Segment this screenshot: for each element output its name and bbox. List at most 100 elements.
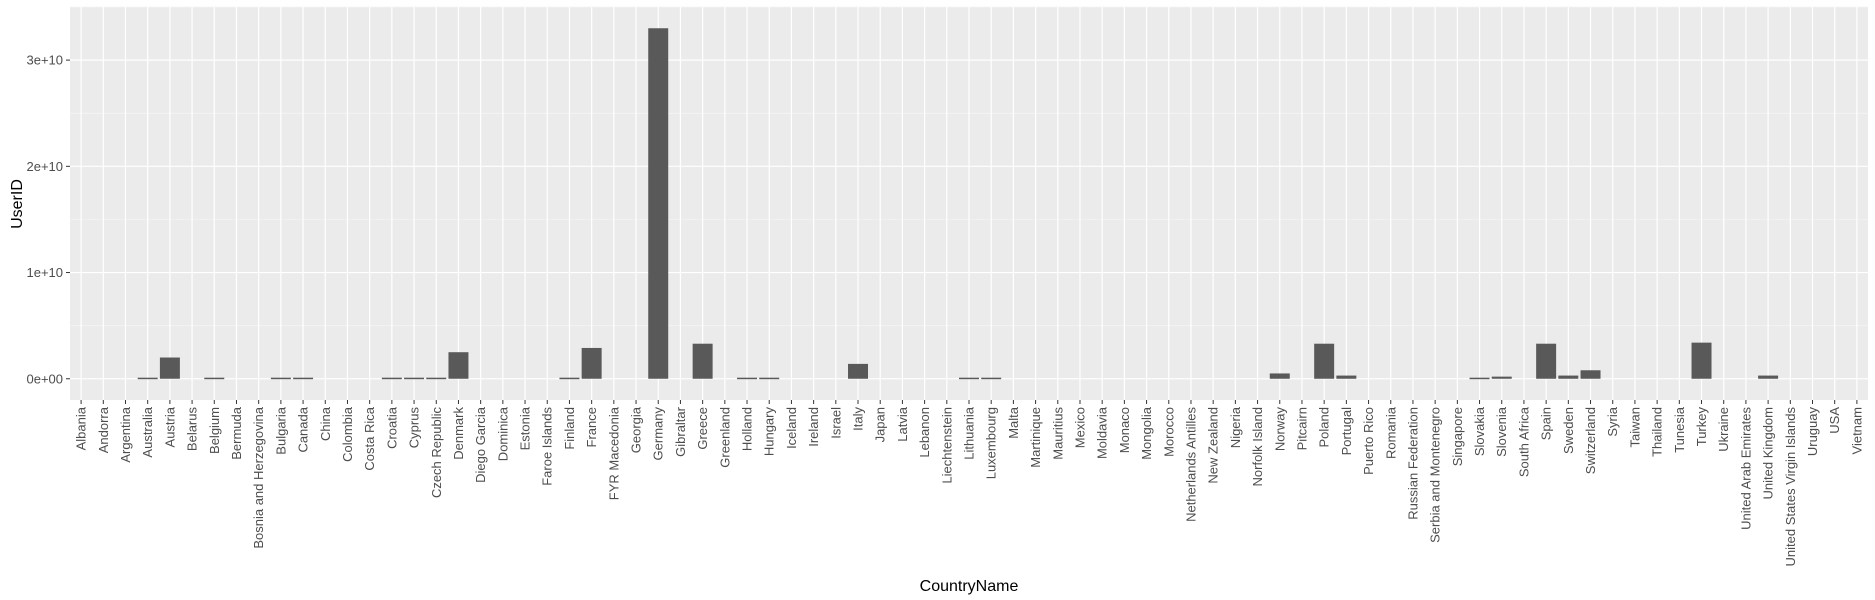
bar	[848, 363, 869, 379]
bar	[959, 377, 979, 380]
x-tick-label: Lithuania	[962, 406, 977, 460]
x-tick-label: Israel	[828, 407, 843, 439]
x-tick-label: Ireland	[806, 407, 821, 447]
bar	[1580, 370, 1601, 379]
x-tick-label: Iceland	[784, 407, 799, 449]
bar	[1336, 375, 1357, 379]
x-tick-label: Denmark	[451, 407, 466, 460]
x-tick-label: FYR Macedonia	[606, 406, 621, 500]
x-tick-label: Mexico	[1072, 407, 1087, 448]
x-tick-label: Sweden	[1561, 407, 1576, 454]
bar	[1469, 377, 1490, 380]
bar	[137, 377, 158, 380]
x-tick-label: Italy	[851, 407, 866, 431]
bar	[1691, 342, 1712, 379]
x-tick-label: United Arab Emirates	[1738, 407, 1753, 530]
x-tick-label: Cyprus	[407, 407, 422, 449]
gridlines	[70, 6, 1868, 400]
x-tick-label: Slovakia	[1472, 406, 1487, 456]
x-tick-label: Belarus	[185, 407, 200, 452]
x-tick-label: Malta	[1006, 406, 1021, 439]
bar	[448, 352, 469, 379]
x-tick-label: Puerto Rico	[1361, 407, 1376, 475]
x-tick-label: Belgium	[207, 407, 222, 454]
bar	[1758, 375, 1779, 379]
x-tick-label: Syria	[1605, 406, 1620, 436]
x-tick-label: France	[584, 407, 599, 447]
bar	[581, 347, 602, 379]
x-tick-label: Bulgaria	[273, 406, 288, 454]
x-tick-label: Georgia	[629, 406, 644, 453]
x-tick-label: Faroe Islands	[540, 407, 555, 486]
x-tick-label: Albania	[74, 406, 89, 450]
x-tick-label: Tunesia	[1672, 406, 1687, 453]
x-tick-label: Romania	[1383, 406, 1398, 459]
x-tick-label: Portugal	[1339, 407, 1354, 456]
x-tick-label: Mauritius	[1050, 407, 1065, 460]
bar	[648, 28, 669, 379]
bar	[204, 377, 225, 380]
x-tick-label: Russian Federation	[1405, 407, 1420, 520]
x-tick-label: Uruguay	[1805, 407, 1820, 457]
x-tick-label: Holland	[740, 407, 755, 451]
x-tick-label: Norway	[1272, 407, 1287, 452]
y-axis: 0e+00 1e+10 2e+10 3e+10	[26, 53, 70, 386]
x-tick-label: Hungary	[762, 407, 777, 457]
x-tick-label: Colombia	[340, 406, 355, 462]
x-axis: Albania Andorra Argentina Australia Austria B…	[74, 400, 1864, 566]
y-tick-label: 0e+00	[26, 371, 63, 386]
y-tick-label: 3e+10	[26, 53, 63, 68]
bar	[1269, 373, 1290, 379]
x-tick-label: Pitcairn	[1294, 407, 1309, 450]
x-tick-label: Canada	[296, 406, 311, 452]
x-tick-label: Austria	[162, 406, 177, 447]
x-tick-label: Luxembourg	[984, 407, 999, 479]
x-tick-label: Martinique	[1028, 407, 1043, 468]
bar	[559, 377, 580, 380]
x-tick-label: Ukraine	[1716, 407, 1731, 452]
y-tick-label: 2e+10	[26, 159, 63, 174]
bar	[692, 343, 713, 379]
bar	[981, 377, 1002, 380]
x-tick-label: Japan	[873, 407, 888, 442]
x-tick-label: Vietnam	[1849, 407, 1864, 454]
x-tick-label: Moldavia	[1095, 406, 1110, 459]
bar	[1558, 375, 1579, 379]
x-tick-label: Bermuda	[229, 406, 244, 460]
bar	[159, 357, 180, 379]
x-tick-label: New Zealand	[1206, 407, 1221, 484]
x-tick-label: China	[318, 406, 333, 441]
x-tick-label: Liechtenstein	[939, 407, 954, 484]
x-tick-label: Netherlands Antilles	[1183, 407, 1198, 522]
x-tick-label: Greece	[695, 407, 710, 450]
x-tick-label: Czech Republic	[429, 407, 444, 499]
x-tick-label: Switzerland	[1583, 407, 1598, 474]
x-tick-label: Estonia	[518, 406, 533, 450]
x-tick-label: Morocco	[1161, 407, 1176, 457]
y-axis-title: UserID	[9, 179, 26, 229]
x-tick-label: Finland	[562, 407, 577, 450]
x-tick-label: Slovenia	[1494, 406, 1509, 457]
x-tick-label: Nigeria	[1228, 406, 1243, 448]
x-tick-label: Latvia	[895, 406, 910, 441]
x-tick-label: Mongolia	[1139, 406, 1154, 460]
x-tick-label: Thailand	[1650, 407, 1665, 457]
x-tick-label: Norfolk Island	[1250, 407, 1265, 486]
bar	[1314, 343, 1335, 379]
bar	[404, 377, 425, 380]
bar	[737, 377, 758, 380]
x-tick-label: Singapore	[1450, 407, 1465, 466]
bar	[293, 377, 314, 380]
x-tick-label: Lebanon	[917, 407, 932, 458]
bar	[426, 377, 447, 380]
x-axis-title: CountryName	[920, 578, 1019, 595]
x-tick-label: Spain	[1539, 407, 1554, 440]
x-tick-label: Andorra	[96, 406, 111, 453]
bar	[759, 377, 780, 380]
x-tick-label: Australia	[140, 406, 155, 457]
x-tick-label: Croatia	[384, 406, 399, 449]
x-tick-label: Monaco	[1117, 407, 1132, 453]
x-tick-label: Argentina	[118, 406, 133, 462]
x-tick-label: Bosnia and Herzegovina	[251, 406, 266, 548]
